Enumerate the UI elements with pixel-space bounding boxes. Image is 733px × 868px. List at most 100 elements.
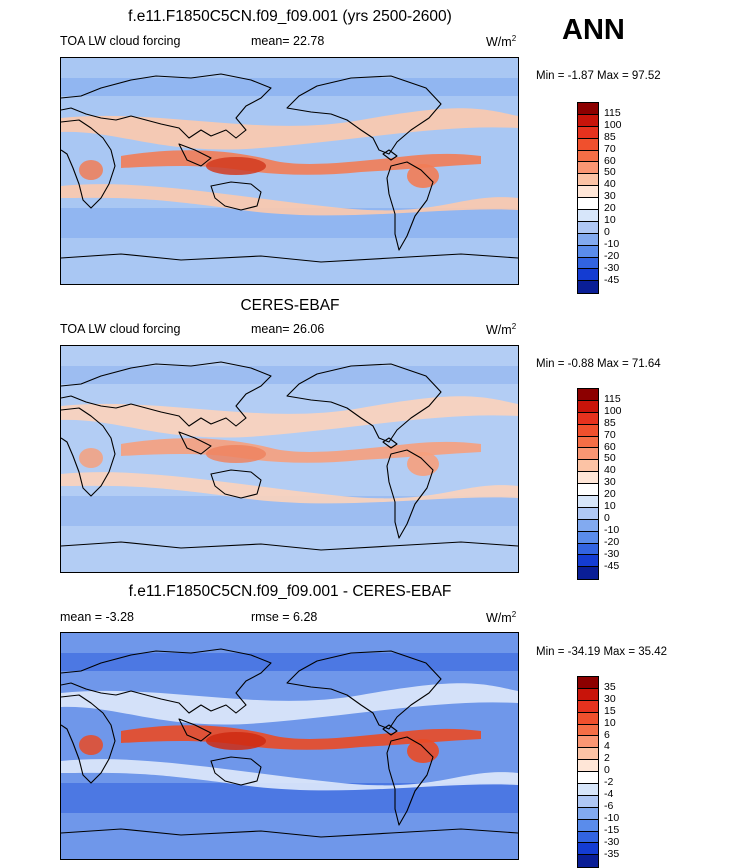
colorbar-tick-label: -6: [604, 799, 614, 812]
colorbar-swatch: [578, 400, 598, 413]
colorbar-tick-label: 40: [604, 464, 616, 477]
panel-left-label: mean = -3.28: [60, 610, 135, 624]
colorbar-tick-label: 100: [604, 404, 622, 417]
map-panel: [60, 632, 519, 860]
colorbar-tick-label: -10: [604, 237, 620, 250]
colorbar-tick-label: 30: [604, 476, 616, 489]
colorbar-swatch: [578, 712, 598, 725]
panel-mid-label: rmse = 6.28: [251, 610, 318, 624]
northern-storm-track: [61, 78, 518, 96]
colorbar-swatch: [578, 807, 598, 820]
coastline: [210, 756, 262, 786]
colorbar-swatch: [578, 233, 598, 246]
colorbar-swatch: [578, 472, 598, 485]
colorbar-tick-label: -30: [604, 547, 620, 560]
colorbar-swatch: [578, 424, 598, 437]
amazon-region: [407, 452, 439, 476]
panel-mid-label: mean= 26.06: [251, 322, 325, 336]
colorbar-tick-label: 100: [604, 118, 622, 131]
coastline: [286, 75, 442, 155]
coastline: [286, 650, 442, 730]
northern-storm-track: [61, 653, 518, 671]
colorbar-tick-label: -10: [604, 523, 620, 536]
colorbar-swatch: [578, 819, 598, 832]
map-panel: [60, 57, 519, 285]
colorbar-tick-label: 30: [604, 692, 616, 705]
colorbar-swatch: [578, 855, 598, 868]
colorbar-swatch: [578, 138, 598, 151]
units-label: W/m2: [486, 610, 516, 625]
coastline: [210, 469, 262, 499]
season-label: ANN: [562, 14, 625, 46]
south-subtropical-band: [61, 759, 518, 791]
colorbar-swatch: [578, 748, 598, 761]
colorbar-swatch: [578, 245, 598, 258]
units-exponent: 2: [511, 610, 517, 619]
colorbar-tick-label: 2: [604, 752, 610, 765]
colorbar-swatch: [578, 736, 598, 749]
colorbar-tick-label: 10: [604, 214, 616, 226]
colorbar-tick-label: 0: [604, 764, 610, 777]
colorbar-tick-label: -45: [604, 559, 620, 572]
colorbar-swatch: [578, 843, 598, 856]
colorbar-swatch: [578, 221, 598, 234]
units-base: W/m: [486, 35, 512, 50]
coastlines: [61, 648, 518, 838]
colorbar-tick-label: 6: [604, 728, 610, 741]
units-exponent: 2: [511, 322, 517, 331]
central-africa-region: [79, 735, 103, 755]
coastline: [178, 718, 212, 742]
colorbar-swatch: [578, 724, 598, 737]
coastlines: [61, 361, 518, 551]
units-exponent: 2: [511, 34, 517, 43]
colorbar-tick-label: 10: [604, 716, 616, 729]
min-max-label: Min = -1.87 Max = 97.52: [536, 70, 661, 82]
colorbar-tick-label: 70: [604, 142, 616, 155]
map-panel: [60, 345, 519, 573]
min-max-label: Min = -34.19 Max = 35.42: [536, 646, 668, 658]
colorbar-swatch: [578, 531, 598, 544]
colorbar-tick-label: -30: [604, 835, 620, 848]
colorbar-swatch: [578, 677, 598, 689]
colorbar-tick-label: 115: [604, 392, 621, 405]
coastline: [178, 431, 212, 455]
colorbar: [577, 388, 599, 581]
colorbar-tick-label: 0: [604, 511, 610, 524]
colorbar-swatch: [578, 126, 598, 139]
coastline: [382, 149, 398, 161]
warm-pool-core: [206, 445, 266, 463]
panel-title: CERES-EBAF: [240, 297, 340, 314]
warm-pool-core: [206, 157, 266, 175]
south-subtropical-band: [61, 472, 518, 504]
coastline: [210, 181, 262, 211]
map-svg: [61, 58, 518, 284]
map-svg: [61, 633, 518, 859]
coastline: [386, 161, 434, 251]
colorbar-tick-label: -4: [604, 788, 614, 800]
coastline: [61, 361, 272, 427]
map-svg: [61, 346, 518, 572]
colorbar-tick-label: 70: [604, 428, 616, 441]
colorbar-swatch: [578, 412, 598, 425]
colorbar-swatch: [578, 496, 598, 508]
units-label: W/m2: [486, 322, 516, 337]
colorbar-swatch: [578, 281, 598, 294]
coastline: [61, 407, 116, 497]
panel-mid-label: mean= 22.78: [251, 34, 325, 48]
amazon-region: [407, 164, 439, 188]
panel-left-label: TOA LW cloud forcing: [60, 322, 181, 336]
colorbar-tick-label: 15: [604, 704, 616, 717]
coastline: [382, 437, 398, 449]
panel-title: f.e11.F1850C5CN.f09_f09.001 - CERES-EBAF: [128, 583, 452, 600]
colorbar-swatch: [578, 162, 598, 175]
colorbar: [577, 102, 599, 295]
warm-pool-core: [206, 732, 266, 750]
coastline: [61, 828, 518, 838]
colorbar-tick-label: 60: [604, 440, 616, 453]
colorbar-tick-label: -20: [604, 535, 620, 548]
itcz-band: [121, 725, 481, 750]
colorbar-tick-label: 50: [604, 452, 616, 465]
colorbar-swatch: [578, 795, 598, 808]
colorbar-swatch: [578, 436, 598, 449]
colorbar-swatch: [578, 114, 598, 127]
